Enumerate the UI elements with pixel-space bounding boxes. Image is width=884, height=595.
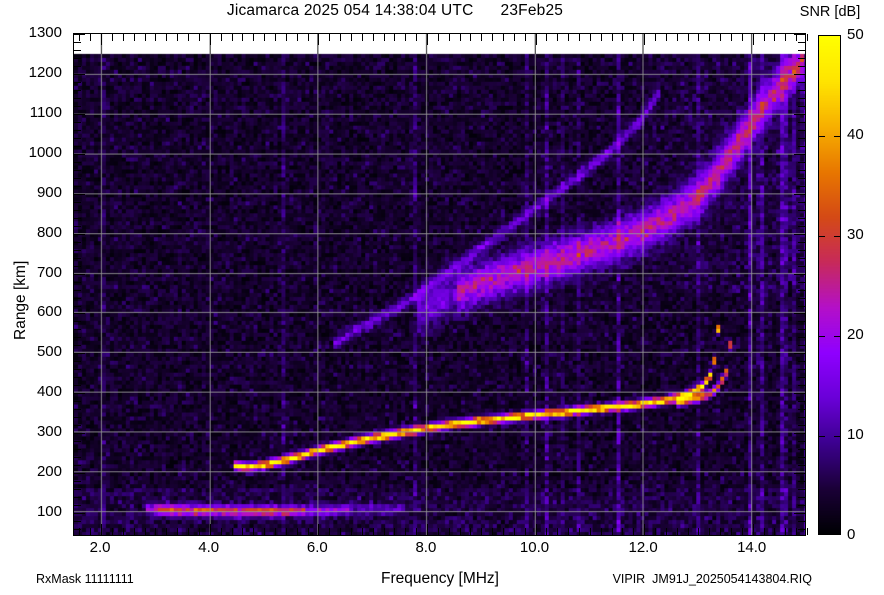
colorbar-tick-label: 50 (847, 26, 864, 43)
colorbar-tick-label: 0 (847, 526, 856, 543)
y-tick-label: 600 (36, 303, 62, 321)
colorbar-tick-label: 20 (847, 326, 864, 343)
y-tick-label: 900 (36, 183, 62, 201)
y-tick-label: 700 (36, 263, 62, 281)
y-tick-label: 200 (36, 463, 62, 481)
colorbar-tick-label: 30 (847, 226, 864, 243)
page-title: Jicamarca 2025 054 14:38:04 UTC 23Feb25 (226, 2, 564, 19)
ionogram-plot-area[interactable] (73, 33, 808, 536)
colorbar-gradient (819, 36, 840, 534)
x-tick-label: 6.0 (306, 539, 328, 556)
colorbar-tick-label: 40 (847, 126, 864, 143)
colorbar-title: SNR [dB] (799, 4, 861, 20)
x-axis-title: Frequency [MHz] (380, 570, 499, 587)
y-tick-label: 1200 (28, 63, 62, 81)
y-tick-label: 400 (36, 383, 62, 401)
x-tick-label: 12.0 (628, 539, 658, 556)
x-tick-label: 2.0 (89, 539, 111, 556)
colorbar[interactable] (818, 35, 841, 535)
x-tick-label: 10.0 (519, 539, 550, 556)
source-file-label: VIPIR JM91J_2025054143804.RIQ (612, 572, 812, 586)
rxmask-label: RxMask 11111111 (36, 572, 134, 586)
x-tick-label: 4.0 (198, 539, 220, 556)
y-tick-label: 1000 (28, 143, 62, 161)
y-tick-label: 1300 (28, 24, 62, 41)
y-tick-label: 1100 (29, 103, 62, 121)
ionogram-canvas[interactable] (74, 34, 805, 535)
y-tick-label: 300 (36, 423, 62, 441)
y-tick-label: 100 (36, 503, 62, 520)
y-tick-label: 500 (36, 343, 62, 361)
x-tick-label: 14.0 (737, 539, 767, 556)
x-tick-label: 8.0 (415, 539, 437, 556)
y-tick-label: 800 (36, 223, 62, 241)
colorbar-tick-label: 10 (847, 426, 864, 443)
